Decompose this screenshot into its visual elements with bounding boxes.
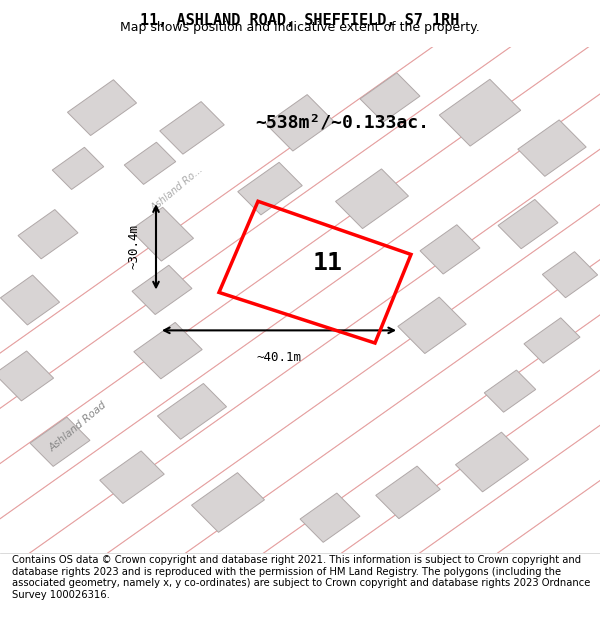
Text: Contains OS data © Crown copyright and database right 2021. This information is : Contains OS data © Crown copyright and d…: [12, 555, 590, 600]
Polygon shape: [398, 297, 466, 354]
Polygon shape: [498, 199, 558, 249]
Polygon shape: [518, 120, 586, 176]
Polygon shape: [360, 73, 420, 122]
Text: ~538m²/~0.133ac.: ~538m²/~0.133ac.: [255, 114, 429, 132]
Polygon shape: [335, 169, 409, 229]
Polygon shape: [420, 225, 480, 274]
Polygon shape: [160, 102, 224, 154]
Polygon shape: [124, 142, 176, 184]
Text: Map shows position and indicative extent of the property.: Map shows position and indicative extent…: [120, 21, 480, 34]
Polygon shape: [376, 466, 440, 519]
Polygon shape: [191, 472, 265, 532]
Text: ~40.1m: ~40.1m: [257, 351, 302, 364]
Polygon shape: [524, 318, 580, 363]
Polygon shape: [439, 79, 521, 146]
Polygon shape: [67, 80, 137, 136]
Polygon shape: [455, 432, 529, 492]
Text: Ashland Ro…: Ashland Ro…: [149, 164, 205, 213]
Polygon shape: [18, 209, 78, 259]
Polygon shape: [1, 275, 59, 325]
Polygon shape: [238, 162, 302, 215]
Polygon shape: [484, 370, 536, 413]
Polygon shape: [52, 148, 104, 189]
Text: 11, ASHLAND ROAD, SHEFFIELD, S7 1RH: 11, ASHLAND ROAD, SHEFFIELD, S7 1RH: [140, 13, 460, 28]
Polygon shape: [130, 208, 194, 261]
Polygon shape: [266, 94, 334, 151]
Polygon shape: [542, 252, 598, 298]
Polygon shape: [132, 265, 192, 314]
Polygon shape: [300, 493, 360, 542]
Text: Ashland Road: Ashland Road: [47, 400, 109, 453]
Text: ~30.4m: ~30.4m: [128, 224, 141, 269]
Polygon shape: [30, 417, 90, 466]
Polygon shape: [0, 351, 53, 401]
Polygon shape: [100, 451, 164, 504]
Polygon shape: [134, 322, 202, 379]
Text: 11: 11: [313, 251, 343, 274]
Polygon shape: [157, 384, 227, 439]
